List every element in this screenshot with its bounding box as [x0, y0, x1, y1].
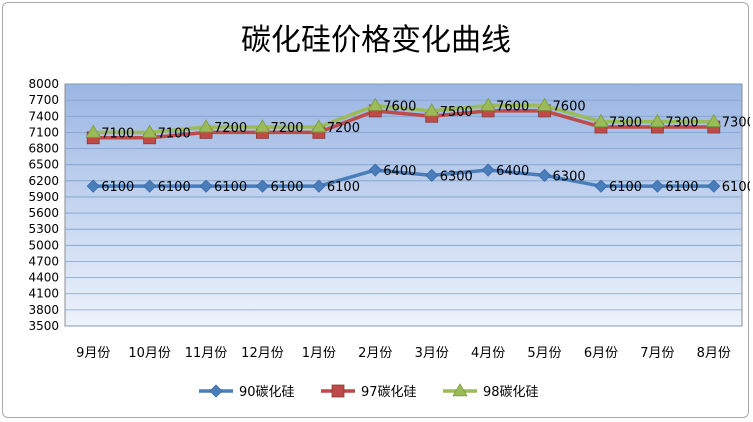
x-tick-label: 5月份 — [527, 346, 561, 361]
x-tick-label: 7月份 — [640, 346, 674, 361]
data-point — [199, 179, 213, 193]
legend-label: 97碳化硅 — [361, 385, 417, 400]
plot-area: 3500 3800 4100 4400 4700 5000 5300 5600 5900 6200… — [28, 77, 750, 361]
y-tick-label: 5900 — [28, 190, 59, 204]
data-label: 6300 — [553, 169, 586, 184]
y-tick-label: 5600 — [28, 206, 59, 220]
data-point — [425, 168, 439, 182]
x-tick-label: 11月份 — [185, 346, 228, 361]
y-tick-label: 6200 — [28, 174, 59, 188]
y-tick-label: 5000 — [28, 238, 59, 252]
data-label: 7600 — [553, 100, 586, 115]
data-point — [86, 179, 100, 193]
y-tick-label: 4700 — [28, 254, 59, 268]
x-tick-label: 9月份 — [76, 346, 110, 361]
data-point — [143, 179, 157, 193]
x-tick-label: 3月份 — [415, 346, 449, 361]
data-label: 7100 — [101, 126, 134, 141]
data-point — [311, 119, 327, 133]
legend-marker — [452, 383, 468, 397]
data-point — [593, 113, 609, 127]
series-line — [93, 109, 714, 140]
data-point — [536, 97, 553, 111]
y-tick-label: 5300 — [28, 222, 59, 236]
data-point — [706, 113, 722, 127]
data-label: 6400 — [496, 164, 529, 179]
legend-marker — [209, 384, 223, 398]
y-tick-label: 3500 — [28, 319, 59, 333]
y-tick-label: 8000 — [28, 77, 59, 91]
data-point — [481, 163, 495, 177]
data-point — [367, 97, 383, 111]
legend-marker — [331, 384, 345, 398]
data-point — [480, 97, 496, 111]
y-tick-label: 3800 — [28, 303, 59, 317]
x-tick-label: 6月份 — [584, 346, 618, 361]
x-tick-label: 2月份 — [358, 346, 392, 361]
data-label: 7100 — [158, 126, 191, 141]
y-tick-label: 4400 — [28, 271, 59, 285]
x-tick-label: 8月份 — [697, 346, 731, 361]
data-label: 6100 — [665, 180, 698, 195]
data-label: 6100 — [722, 180, 750, 195]
data-label: 7300 — [609, 116, 642, 131]
data-label: 7300 — [665, 116, 698, 131]
data-label: 7600 — [383, 100, 416, 115]
data-label: 6300 — [440, 169, 473, 184]
y-tick-label: 6800 — [28, 142, 59, 156]
data-point — [368, 163, 382, 177]
y-tick-label: 7400 — [28, 109, 59, 123]
data-label: 7600 — [496, 100, 529, 115]
data-point — [141, 124, 158, 138]
series-line — [93, 168, 714, 188]
x-tick-label: 10月份 — [128, 346, 171, 361]
x-tick-label: 1月份 — [302, 346, 336, 361]
x-tick-label: 12月份 — [241, 346, 284, 361]
chart-title: 碳化硅价格变化曲线 — [241, 23, 511, 58]
chart-svg: 碳化硅价格变化曲线 3500 3800 4100 4400 4700 5000 5300 56… — [28, 23, 750, 400]
data-point — [649, 113, 666, 127]
data-label: 6100 — [327, 180, 360, 195]
y-tick-label: 7100 — [28, 125, 59, 139]
data-label: 7200 — [327, 121, 360, 136]
data-label: 6100 — [270, 180, 303, 195]
data-label: 6100 — [158, 180, 191, 195]
data-point — [254, 119, 271, 133]
data-point — [594, 179, 608, 193]
data-label: 7200 — [214, 121, 247, 136]
data-point — [85, 124, 101, 138]
data-label: 6400 — [383, 164, 416, 179]
data-label: 6100 — [214, 180, 247, 195]
chart-frame: 碳化硅价格变化曲线 3500 3800 4100 4400 4700 5000 5300 56… — [2, 2, 750, 418]
legend-label: 90碳化硅 — [239, 385, 295, 400]
plot-background — [64, 83, 743, 327]
y-tick-label: 7700 — [28, 93, 59, 107]
x-tick-label: 4月份 — [471, 346, 505, 361]
data-point — [255, 179, 270, 193]
legend-label: 98碳化硅 — [483, 385, 539, 400]
data-point — [707, 179, 721, 193]
data-label: 7500 — [440, 105, 473, 120]
data-point — [424, 103, 440, 117]
data-label: 6100 — [609, 180, 642, 195]
data-point — [198, 119, 214, 133]
data-point — [650, 179, 664, 193]
data-point — [312, 179, 326, 193]
data-label: 7200 — [270, 121, 303, 136]
data-label: 7300 — [722, 116, 750, 131]
y-tick-label: 4100 — [28, 287, 59, 301]
data-label: 6100 — [101, 180, 134, 195]
data-point — [537, 168, 552, 182]
legend: 90碳化硅 97碳化硅 98碳化硅 — [199, 383, 539, 400]
y-tick-label: 6500 — [28, 158, 59, 172]
series-line — [93, 103, 714, 135]
